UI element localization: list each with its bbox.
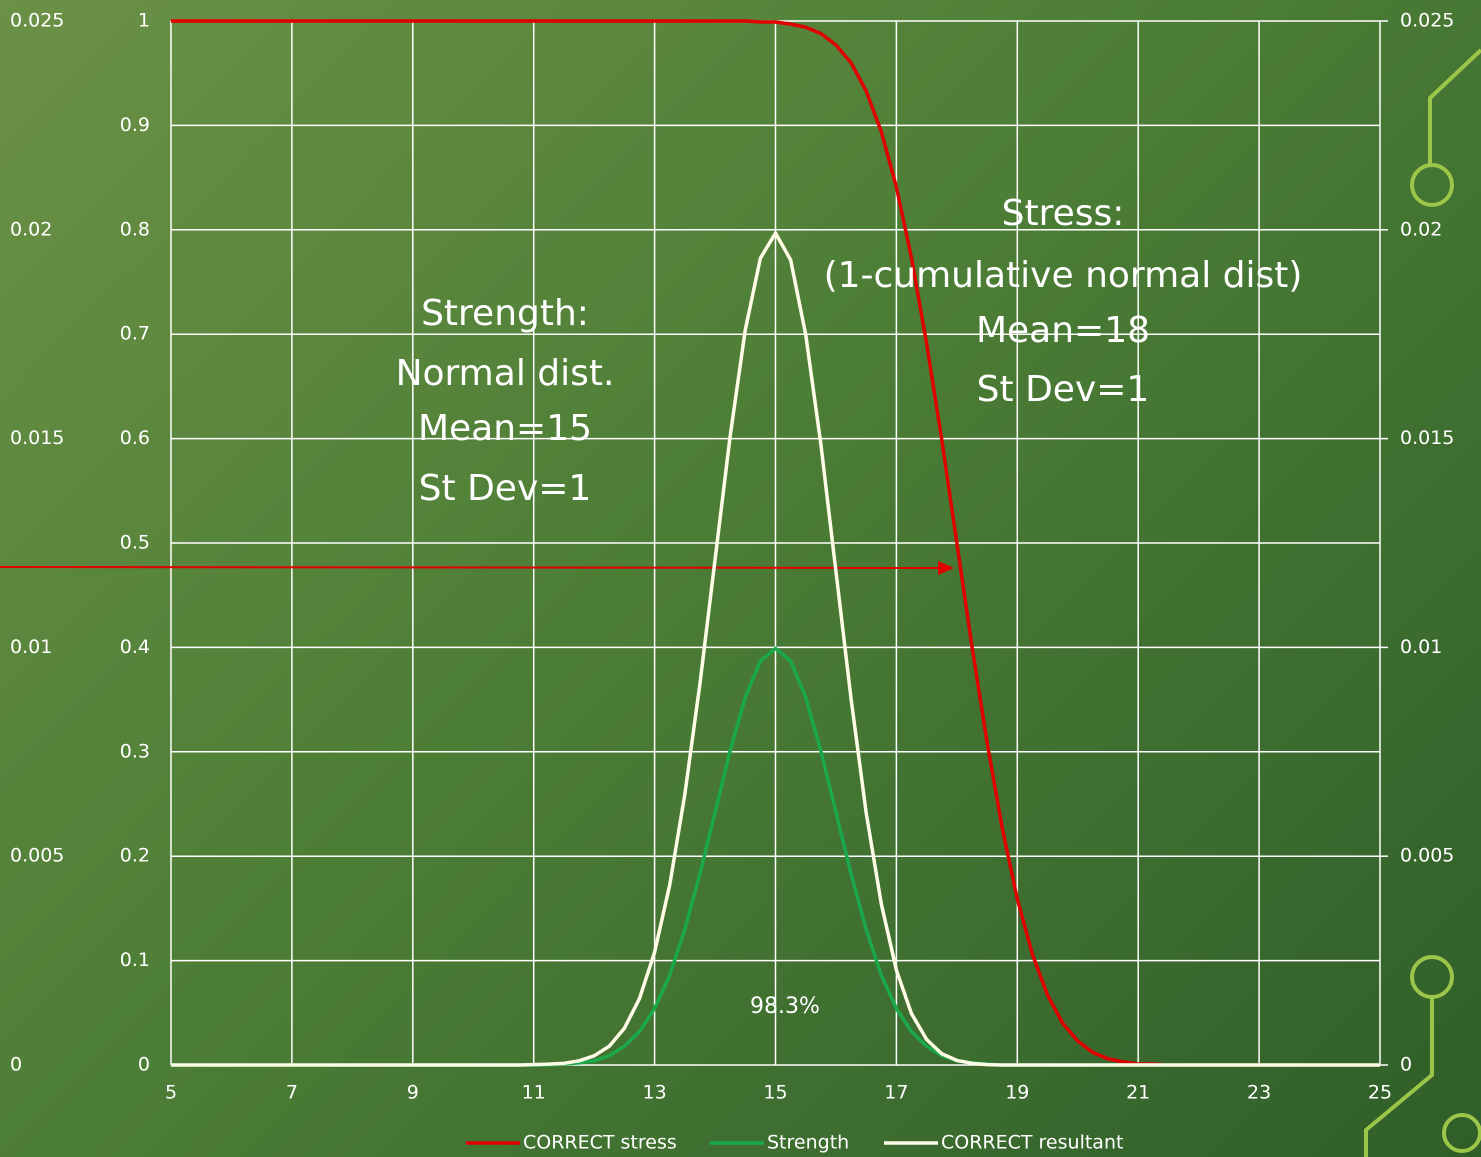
grid	[170, 20, 1388, 1066]
annotation: (1-cumulative normal dist)	[824, 255, 1303, 296]
y2-tick-label: 0.02	[1400, 218, 1442, 240]
y-tick-label: 0.9	[120, 114, 150, 136]
series-line	[171, 231, 1380, 1067]
x-tick-label: 15	[763, 1082, 787, 1104]
y2-tick-label-left: 0.015	[10, 427, 64, 449]
x-tick-label: 25	[1368, 1082, 1392, 1104]
annotation: Stress:	[1002, 193, 1125, 234]
legend-label: CORRECT resultant	[941, 1132, 1123, 1154]
annotation: St Dev=1	[977, 369, 1150, 410]
y2-tick-label: 0.005	[1400, 845, 1454, 867]
x-tick-label: 19	[1005, 1082, 1029, 1104]
annotation: St Dev=1	[419, 468, 592, 509]
y-tick-label: 0.2	[120, 845, 150, 867]
y2-tick-label: 0.025	[1400, 10, 1454, 32]
x-tick-label: 21	[1126, 1082, 1150, 1104]
x-tick-label: 11	[522, 1082, 546, 1104]
y2-tick-label-left: 0.02	[10, 218, 52, 240]
y-tick-label: 0	[138, 1054, 150, 1076]
y2-tick-label-left: 0	[10, 1054, 22, 1076]
y-tick-label: 0.7	[120, 323, 150, 345]
y-tick-label: 0.8	[120, 218, 150, 240]
y-tick-label: 0.1	[120, 949, 150, 971]
y2-tick-label: 0.01	[1400, 636, 1442, 658]
y-tick-label: 0.4	[120, 636, 150, 658]
y2-tick-label: 0	[1400, 1054, 1412, 1076]
y-tick-label: 0.6	[120, 427, 150, 449]
annotation: Normal dist.	[396, 353, 615, 394]
x-tick-label: 23	[1247, 1082, 1271, 1104]
legend-label: Strength	[767, 1132, 849, 1154]
x-tick-label: 5	[165, 1082, 177, 1104]
y2-tick-label: 0.015	[1400, 427, 1454, 449]
annotation: Strength:	[421, 293, 589, 334]
x-tick-label: 17	[884, 1082, 908, 1104]
x-tick-label: 9	[407, 1082, 419, 1104]
annotation: Mean=18	[976, 310, 1150, 351]
y2-tick-label-left: 0.025	[10, 10, 64, 32]
y-tick-label: 0.5	[120, 532, 150, 554]
decoration	[1364, 48, 1481, 1157]
y2-tick-label-left: 0.005	[10, 845, 64, 867]
x-tick-label: 13	[643, 1082, 667, 1104]
y-tick-label: 1	[138, 10, 150, 32]
y-tick-label: 0.3	[120, 740, 150, 762]
annotation: Mean=15	[418, 408, 592, 449]
annotation: 98.3%	[750, 994, 820, 1019]
legend-label: CORRECT stress	[523, 1132, 677, 1154]
x-tick-label: 7	[286, 1082, 298, 1104]
arrow	[0, 561, 954, 575]
y2-tick-label-left: 0.01	[10, 636, 52, 658]
